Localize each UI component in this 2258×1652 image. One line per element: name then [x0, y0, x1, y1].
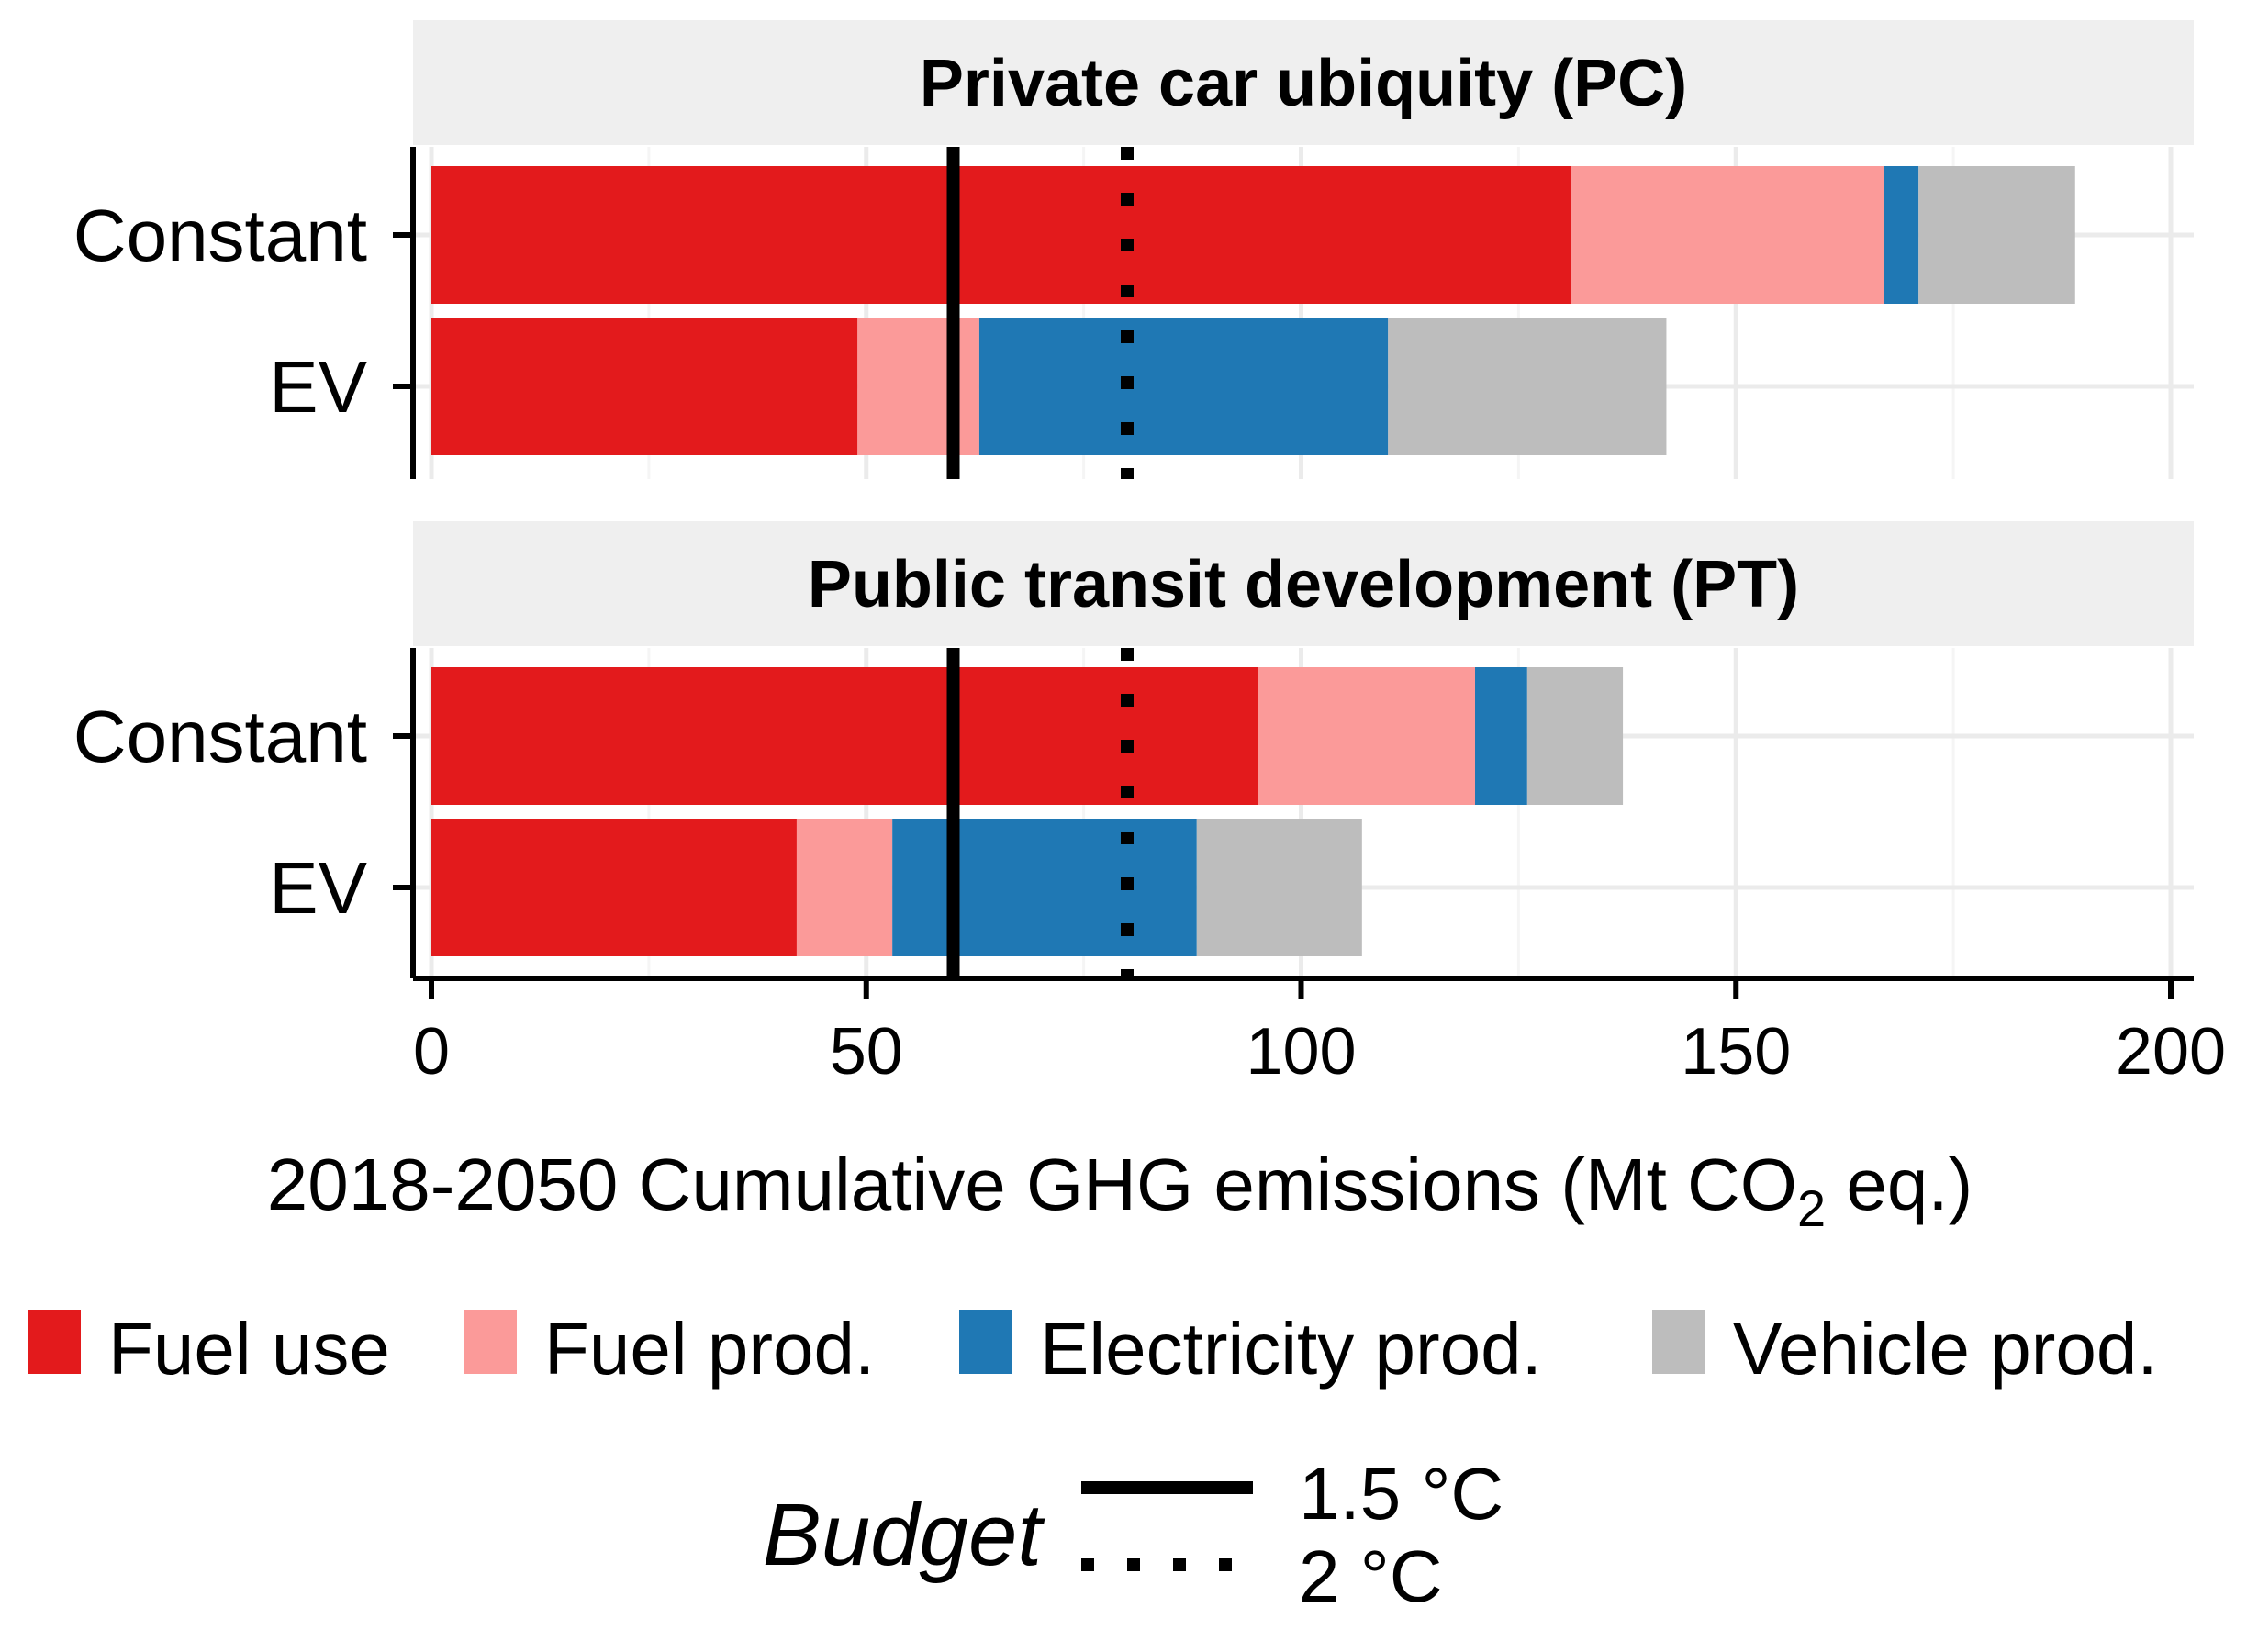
x-axis-label: 2018-2050 Cumulative GHG emissions (Mt C…: [267, 1144, 1973, 1237]
x-tick-label: 100: [1246, 1015, 1356, 1088]
bar-segment-fuel-prod: [1258, 667, 1475, 805]
budget-legend: Budget 1.5 °C2 °C: [763, 1453, 1503, 1617]
legend-label: Electricity prod.: [1040, 1308, 1542, 1390]
legend-swatch-fuel-prod: [464, 1310, 517, 1374]
bar-segment-fuel-prod: [796, 819, 893, 956]
bar-segment-fuel-prod: [857, 318, 979, 455]
panel-strip: [413, 20, 2194, 145]
legend-label: Vehicle prod.: [1733, 1308, 2158, 1390]
legend-label: Fuel prod.: [544, 1308, 875, 1390]
panel-strip: [413, 521, 2194, 646]
category-label: Constant: [73, 195, 367, 276]
bar-segment-fuel-prod: [1571, 166, 1884, 304]
bar-segment-electricity-prod: [1884, 166, 1919, 304]
category-label: EV: [269, 847, 367, 929]
bar-segment-fuel-use: [431, 166, 1571, 304]
panels: Private car ubiquity (PC)ConstantEVPubli…: [73, 20, 2194, 978]
category-label: Constant: [73, 696, 367, 777]
legend: Fuel use Fuel prod. Electricity prod. Vehic…: [28, 1308, 2158, 1390]
panel-title: Public transit development (PT): [808, 548, 1799, 621]
bar-segment-vehicle-prod: [1918, 166, 2075, 304]
category-label: EV: [269, 346, 367, 428]
bar-segment-fuel-use: [431, 318, 858, 455]
x-axis: 0 50 100 150 200: [413, 976, 2226, 1088]
bar-segment-vehicle-prod: [1388, 318, 1667, 455]
panel-title: Private car ubiquity (PC): [920, 47, 1687, 120]
x-tick-label: 0: [413, 1015, 450, 1088]
bar-segment-electricity-prod: [978, 318, 1389, 455]
legend-swatch-electricity-prod: [959, 1310, 1012, 1374]
x-tick-label: 150: [1681, 1015, 1791, 1088]
x-tick-label: 200: [2116, 1015, 2226, 1088]
legend-swatch-fuel-use: [28, 1310, 81, 1374]
bar-segment-vehicle-prod: [1526, 667, 1624, 805]
bar-segment-vehicle-prod: [1196, 819, 1362, 956]
budget-legend-title: Budget: [763, 1486, 1045, 1584]
budget-label-1-5c: 1.5 °C: [1299, 1453, 1503, 1535]
bar-segment-fuel-use: [431, 667, 1258, 805]
bar-segment-fuel-use: [431, 819, 797, 956]
bar-segment-electricity-prod: [1475, 667, 1527, 805]
x-tick-label: 50: [830, 1015, 903, 1088]
budget-label-2c: 2 °C: [1299, 1535, 1442, 1617]
panel-1: Private car ubiquity (PC) Constant EV: [73, 20, 2194, 479]
legend-label: Fuel use: [108, 1308, 390, 1390]
legend-swatch-vehicle-prod: [1652, 1310, 1705, 1374]
bar-segment-electricity-prod: [892, 819, 1197, 956]
panel-2: Public transit development (PT) Constant E…: [73, 521, 2194, 978]
